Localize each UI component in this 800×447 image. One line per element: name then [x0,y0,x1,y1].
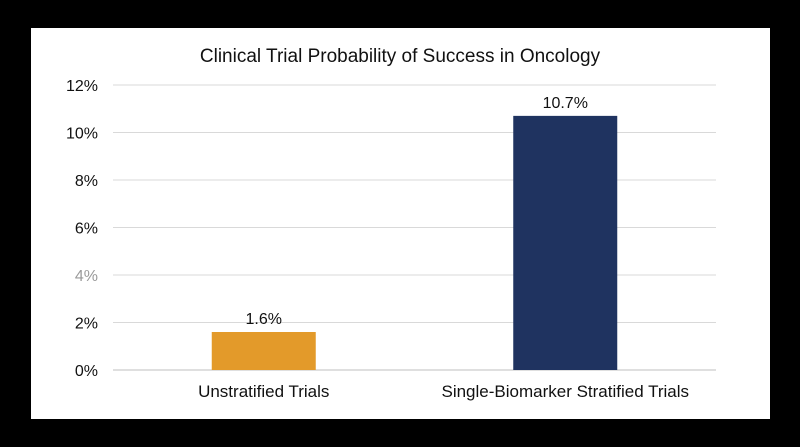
y-tick-label: 4% [75,268,98,285]
chart-panel [31,28,770,419]
bar-biomarker-stratified [513,115,618,370]
y-tick-label: 8% [75,173,98,190]
y-tick-label: 12% [66,78,98,95]
data-labels: 1.6% 10.7% [246,95,588,328]
data-label: 10.7% [543,95,588,112]
bars [211,115,618,370]
y-tick-label: 2% [75,316,98,333]
data-label: 1.6% [246,311,282,328]
y-tick-label: 6% [75,221,98,238]
x-category-label: Unstratified Trials [198,382,329,401]
chart-title: Clinical Trial Probability of Success in… [200,46,601,67]
gridlines [113,84,716,371]
bar-unstratified [211,332,316,370]
y-tick-label: 0% [75,363,98,380]
y-tick-label: 10% [66,126,98,143]
x-category-label: Single-Biomarker Stratified Trials [441,382,689,401]
y-axis-ticks: 0% 2% 4% 6% 8% 10% 12% [66,78,98,380]
x-axis-categories: Unstratified Trials Single-Biomarker Stra… [198,382,689,401]
